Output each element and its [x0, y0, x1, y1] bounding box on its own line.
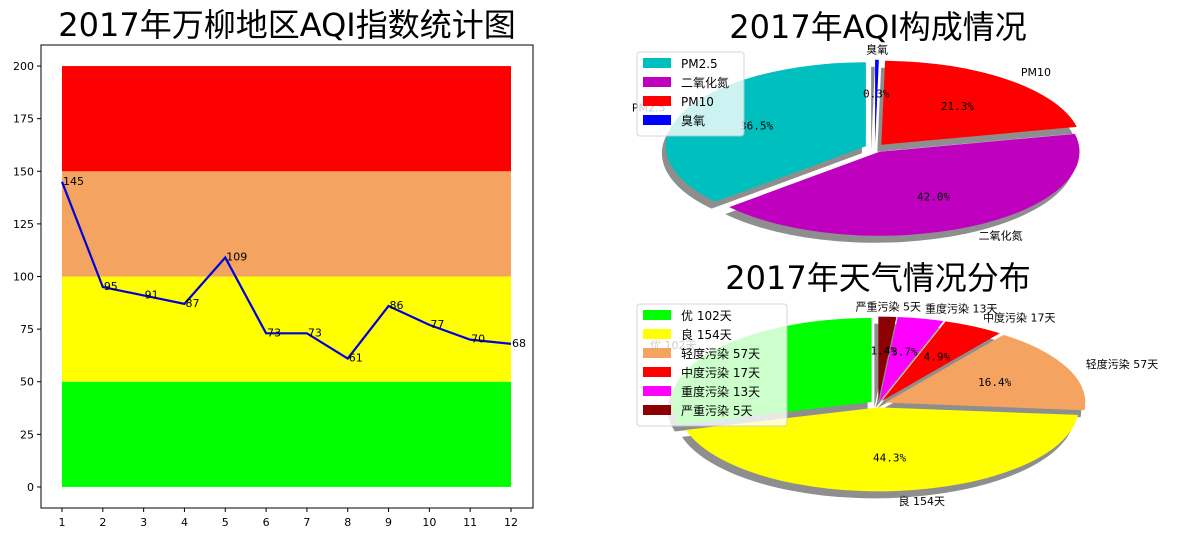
aqi-data-label: 91	[145, 288, 159, 301]
pie-pct-label: 4.9%	[924, 350, 951, 363]
y-tick-label: 200	[13, 60, 34, 73]
legend-swatch	[643, 386, 671, 396]
pie-slice	[879, 317, 944, 401]
pie-slice-label: 轻度污染 57天	[1086, 357, 1159, 371]
weather-distribution-pie-title: 2017年天气情况分布	[725, 259, 1030, 297]
legend-swatch	[643, 329, 671, 339]
aqi-data-label: 73	[267, 326, 281, 339]
x-tick-label: 10	[422, 516, 436, 529]
aqi-composition-pie-title: 2017年AQI构成情况	[729, 8, 1026, 46]
x-tick-label: 3	[140, 516, 147, 529]
y-tick-label: 75	[20, 323, 34, 336]
chart-title-aqi: 2017年万柳地区AQI指数统计图	[58, 6, 515, 44]
pie-pct-label: 1.4%	[871, 344, 898, 357]
legend-label: PM2.5	[681, 57, 718, 71]
pie-slice	[729, 133, 1080, 236]
legend-swatch	[643, 77, 671, 87]
aqi-data-label: 86	[390, 299, 404, 312]
pie-slice-label: 二氧化氮	[979, 229, 1023, 243]
y-tick-label: 25	[20, 428, 34, 441]
legend-label: 臭氧	[681, 113, 705, 128]
y-tick-label: 175	[13, 113, 34, 126]
x-tick-label: 5	[222, 516, 229, 529]
pie-slice	[686, 407, 1078, 492]
aqi-data-label: 70	[471, 333, 485, 346]
legend-swatch	[643, 348, 671, 358]
pie-slice	[881, 321, 1000, 402]
x-tick-label: 4	[181, 516, 188, 529]
y-tick-label: 125	[13, 218, 34, 231]
pie-slice	[878, 316, 897, 401]
x-tick-label: 12	[504, 516, 518, 529]
pie-slice-label: 臭氧	[866, 43, 888, 57]
pie-slice-label: 良 154天	[899, 494, 946, 508]
legend-swatch	[643, 405, 671, 415]
y-tick-label: 150	[13, 165, 34, 178]
legend-swatch	[643, 96, 671, 106]
x-tick-label: 8	[344, 516, 351, 529]
aqi-composition-pie-legend: PM2.5 二氧化氮 PM10 臭氧	[636, 51, 745, 137]
pie-slice	[875, 59, 879, 144]
aqi-data-label: 109	[226, 251, 247, 264]
legend-swatch	[643, 115, 671, 125]
aqi-data-label: 61	[349, 352, 363, 365]
pie-pct-label: 42.0%	[917, 191, 950, 204]
aqi-data-label: 77	[430, 318, 444, 331]
pie-pct-label: 36.5%	[740, 119, 773, 132]
x-tick-label: 6	[263, 516, 270, 529]
pie-slice-label: 中度污染 17天	[983, 311, 1056, 325]
aqi-band-3	[62, 66, 511, 172]
aqi-series-line	[60, 181, 512, 361]
pie-slice	[885, 334, 1086, 411]
legend-label: 二氧化氮	[681, 75, 729, 90]
legend-label: 严重污染 5天	[681, 403, 752, 418]
pie-slice-shadow	[871, 66, 875, 151]
legend-label: 重度污染 13天	[681, 384, 760, 399]
y-tick-label: 100	[13, 271, 34, 284]
pie-slice-label: 严重污染 5天	[856, 300, 922, 314]
x-tick-label: 11	[463, 516, 477, 529]
aqi-band-0	[62, 381, 511, 487]
aqi-data-label: 95	[104, 280, 118, 293]
x-tick-label: 9	[385, 516, 392, 529]
aqi-line-chart: 2017年万柳地区AQI指数统计图02550751001251501752001…	[13, 6, 534, 529]
aqi-composition-pie: 2017年AQI构成情况 36.5% PM2.5 42.0% 二氧化氮 21.3% PM10…	[632, 8, 1080, 243]
pie-slice-label: 重度污染 13天	[925, 302, 998, 316]
pie-pct-label: 44.3%	[873, 452, 906, 465]
legend-label: PM10	[681, 95, 714, 109]
legend-label: 轻度污染 57天	[681, 346, 760, 361]
legend-swatch	[643, 58, 671, 68]
aqi-data-label: 73	[308, 326, 322, 339]
aqi-band-2	[62, 171, 511, 277]
y-tick-label: 50	[20, 376, 34, 389]
pie-pct-label: 21.3%	[941, 100, 974, 113]
legend-box	[636, 303, 788, 427]
pie-slice	[881, 60, 1077, 145]
aqi-data-label: 68	[512, 337, 526, 350]
legend-label: 优 102天	[681, 309, 732, 323]
legend-swatch	[643, 367, 671, 377]
aqi-data-label: 145	[63, 175, 84, 188]
pie-slice-label: PM10	[1021, 66, 1051, 79]
pie-pct-label: 3.7%	[891, 345, 918, 358]
pie-pct-label: 16.4%	[978, 376, 1011, 389]
legend-label: 中度污染 17天	[681, 365, 760, 380]
x-tick-label: 1	[59, 516, 66, 529]
x-tick-label: 2	[99, 516, 106, 529]
pie-pct-label: 0.3%	[863, 87, 890, 100]
weather-distribution-pie: 2017年天气情况分布优 102天 44.3% 良 154天 16.4% 轻度污染 57…	[636, 259, 1159, 508]
x-tick-label: 7	[303, 516, 310, 529]
aqi-data-label: 87	[185, 297, 199, 310]
legend-label: 良 154天	[681, 327, 732, 342]
y-tick-label: 0	[27, 481, 34, 494]
legend-swatch	[643, 310, 671, 320]
